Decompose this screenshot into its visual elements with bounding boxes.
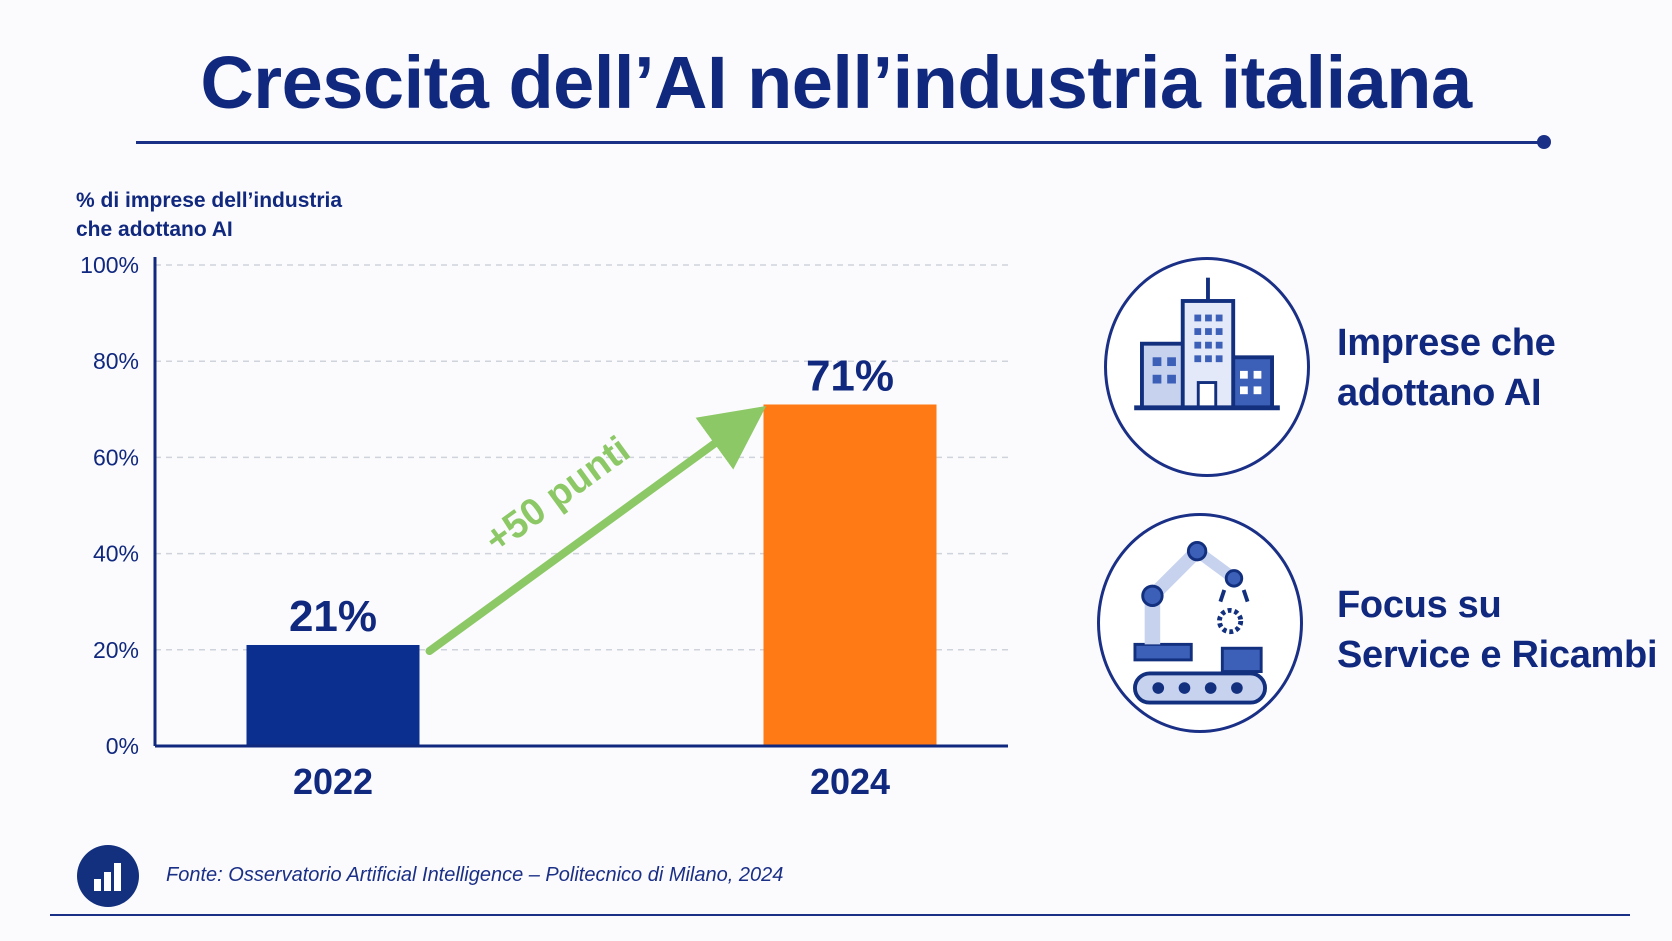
y-tick-label: 80% [93, 348, 139, 374]
title-divider [136, 141, 1544, 144]
office-buildings-icon [1104, 257, 1310, 477]
feature-text-service: Focus su Service e Ricambi [1337, 580, 1658, 680]
y-axis-label-line-1: % di imprese dell’industria [76, 189, 343, 212]
page-title: Crescita dell’AI nell’industria italiana [200, 41, 1472, 124]
x-tick-label: 2024 [810, 761, 890, 802]
y-tick-label: 100% [80, 252, 139, 278]
bottom-divider [50, 914, 1630, 916]
bar-2022 [246, 644, 420, 746]
source-citation: Fonte: Osservatorio Artificial Intellige… [166, 864, 784, 886]
bar-2024 [763, 404, 937, 746]
title-divider-dot [1537, 135, 1551, 149]
growth-arrow [425, 406, 767, 655]
feature-line-2: adottano AI [1337, 372, 1542, 414]
growth-annotation: +50 punti [477, 429, 637, 562]
y-axis-label: % di imprese dell’industria che adottano… [76, 186, 396, 244]
y-tick-label: 60% [93, 444, 139, 470]
bar-value-label: 71% [806, 351, 894, 400]
y-tick-label: 0% [106, 733, 139, 759]
robot-arm-conveyor-icon [1097, 513, 1303, 733]
feature-line-2: Service e Ricambi [1337, 634, 1658, 676]
y-tick-label: 20% [93, 637, 139, 663]
feature-line-1: Focus su [1337, 584, 1502, 626]
bar-chart-icon [77, 845, 139, 907]
x-tick-label: 2022 [293, 761, 373, 802]
bar-value-label: 21% [289, 592, 377, 641]
y-tick-label: 40% [93, 541, 139, 567]
y-axis-label-line-2: che adottano AI [76, 218, 233, 241]
feature-line-1: Imprese che [1337, 322, 1556, 364]
feature-text-adoption: Imprese che adottano AI [1337, 318, 1556, 418]
